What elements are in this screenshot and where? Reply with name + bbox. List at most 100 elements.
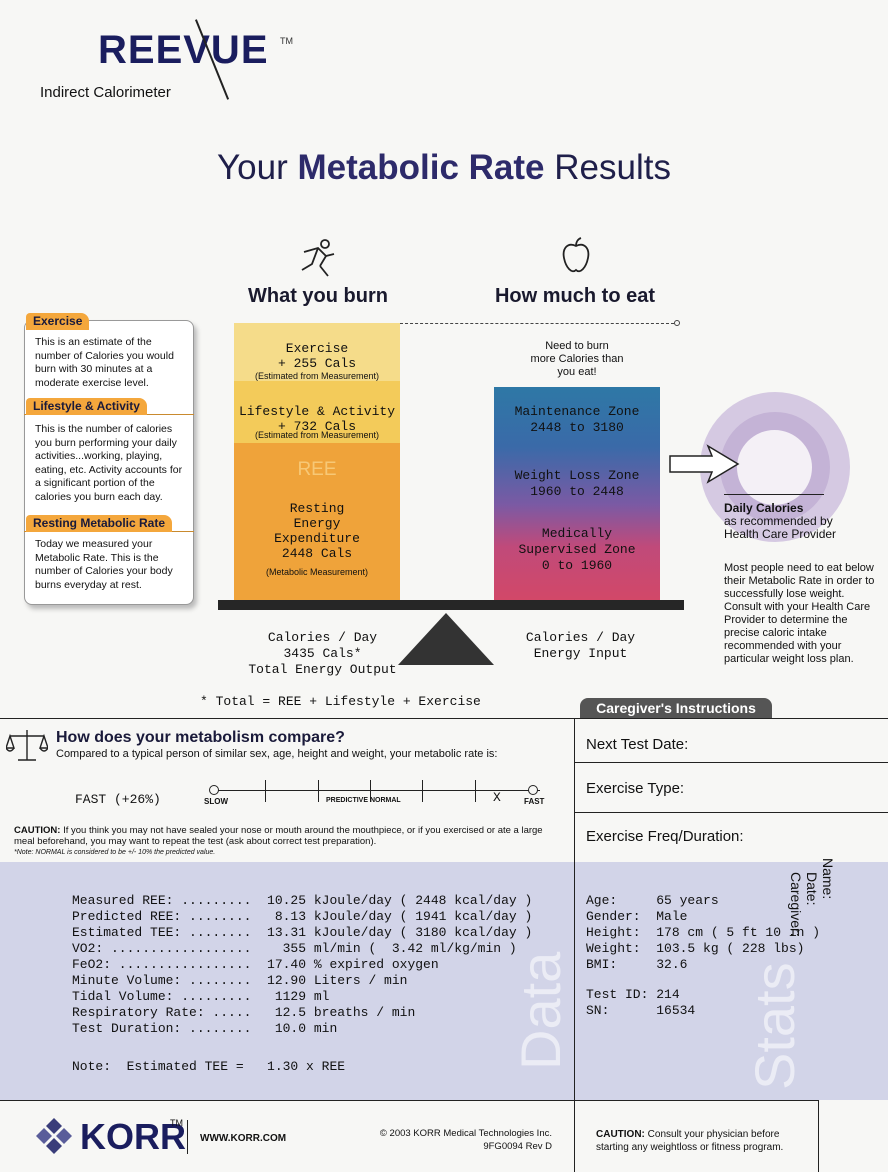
daily-calories-advice: Most people need to eat below their Meta…: [724, 562, 875, 665]
next-test-date-field[interactable]: Next Test Date:: [586, 736, 689, 753]
ree-line-4: 2448 Cals: [281, 546, 353, 561]
exercise-bar: Exercise + 255 Cals (Estimated from Meas…: [234, 323, 400, 381]
eat-note-line-2: more Calories than: [530, 353, 624, 365]
compare-caution-text: If you think you may not have sealed you…: [14, 825, 543, 847]
eat-note-line-1: Need to burn: [545, 340, 609, 352]
compare-title: How does your metabolism compare?: [56, 729, 345, 746]
daily-calories-target-inner: [737, 430, 812, 505]
footer-divider: [187, 1120, 188, 1154]
exercise-bar-value: + 255 Cals: [277, 356, 356, 371]
lifestyle-bar-title: Lifestyle & Activity: [238, 404, 396, 419]
stats-row: Height: 178 cm ( 5 ft 10 in ): [586, 925, 821, 940]
scale-tick: [475, 780, 476, 802]
daily-calories-rule: [724, 494, 824, 495]
lifestyle-bar-note: (Estimated from Measurement): [254, 430, 380, 440]
revision-text: 9FG0094 Rev D: [483, 1141, 552, 1152]
data-row: VO2: .................. 355 ml/min ( 3.4…: [72, 941, 517, 956]
balance-scale-icon: [6, 730, 48, 761]
what-you-burn-heading: What you burn: [248, 285, 388, 307]
apple-icon: [562, 237, 590, 273]
energy-input-label: Calories / Day Energy Input: [498, 630, 663, 662]
copyright-text: © 2003 KORR Medical Technologies Inc.: [379, 1128, 552, 1139]
exercise-bar-note: (Estimated from Measurement): [254, 371, 380, 381]
scale-tick: [370, 780, 371, 802]
compare-note: *Note: NORMAL is considered to be +/- 10…: [14, 849, 216, 856]
lifestyle-bar: Lifestyle & Activity + 732 Cals (Estimat…: [234, 381, 400, 443]
eat-zones-bar: Maintenance Zone 2448 to 3180 Weight Los…: [494, 387, 660, 600]
daily-calories-sub-1: as recommended by: [724, 514, 833, 528]
energy-output-line-2: 3435 Cals*: [283, 646, 362, 661]
korr-brand: KORR: [80, 1116, 186, 1157]
reevue-logo: REEVUE: [98, 28, 269, 72]
compare-caution-label: CAUTION:: [14, 825, 61, 836]
data-row: FeO2: ................. 17.40 % expired …: [72, 957, 439, 972]
scale-fast-label: FAST: [524, 797, 545, 806]
stats-panel: [575, 862, 888, 1100]
test-id: Test ID: 214: [586, 987, 680, 1002]
data-panel: [0, 862, 574, 1100]
lifestyle-bar-value: + 732 Cals: [277, 419, 356, 434]
section-top-rule: [0, 718, 888, 719]
maintenance-zone-title: Maintenance Zone: [514, 404, 640, 419]
connector-end: [674, 320, 680, 326]
metabolism-scale-line: [210, 790, 540, 791]
tee-note: Note: Estimated TEE = 1.30 x REE: [72, 1059, 346, 1074]
stats-list: Age: 65 years Gender: Male Height: 178 c…: [586, 893, 820, 1019]
dashed-connector: [400, 323, 674, 324]
energy-input-line-2: Energy Input: [533, 646, 628, 661]
side-labels: Name: Date: Caregiver:: [788, 858, 836, 937]
legend-tag-exercise: Exercise: [26, 313, 90, 330]
legend-text-lifestyle: This is the number of calories you burn …: [35, 423, 183, 503]
measurement-list: Measured REE: ......... 10.25 kJoule/day…: [72, 893, 532, 1037]
serial-number: SN: 16534: [586, 1003, 696, 1018]
total-footnote: * Total = REE + Lifestyle + Exercise: [200, 694, 481, 709]
caregiver-rule: [575, 762, 888, 763]
eat-note: Need to burn more Calories than you eat!: [494, 340, 660, 379]
scale-beam: [218, 600, 684, 610]
data-row: Minute Volume: ........ 12.90 Liters / m…: [72, 973, 408, 988]
legend-text-rmr: Today we measured your Metabolic Rate. T…: [35, 538, 173, 591]
ree-line-2: Energy: [293, 516, 341, 531]
stats-row: Gender: Male: [586, 909, 688, 924]
page-title: Your Metabolic Rate Results: [0, 148, 888, 188]
exercise-freq-field[interactable]: Exercise Freq/Duration:: [586, 828, 744, 845]
data-row: Measured REE: ......... 10.25 kJoule/day…: [72, 893, 533, 908]
stats-row: Age: 65 years: [586, 893, 719, 908]
legend-tag-rmr: Resting Metabolic Rate: [26, 515, 173, 532]
ree-line-3: Expenditure: [274, 531, 360, 546]
scale-result-marker: X: [493, 790, 501, 805]
scale-tick: [318, 780, 319, 802]
scale-tick: [265, 780, 266, 802]
side-date-label: Date:: [804, 872, 820, 906]
compare-subtitle: Compared to a typical person of similar …: [56, 748, 498, 760]
side-caregiver-label: Caregiver:: [788, 872, 804, 937]
korr-trademark: TM: [170, 1118, 183, 1128]
korr-url-link[interactable]: WWW.KORR.COM: [200, 1133, 287, 1144]
arrow-right-icon: [669, 444, 740, 484]
daily-calories-title: Daily Calories: [724, 501, 804, 515]
energy-output-line-1: Calories / Day: [267, 630, 378, 645]
footer-rule: [0, 1100, 818, 1101]
scale-slow-end: [209, 785, 219, 795]
data-row: Predicted REE: ........ 8.13 kJoule/day …: [72, 909, 533, 924]
daily-calories-label: Daily Calories as recommended by Health …: [724, 502, 836, 541]
data-row: Tidal Volume: ......... 1129 ml: [72, 989, 330, 1004]
caregiver-rule: [575, 812, 888, 813]
exercise-type-field[interactable]: Exercise Type:: [586, 780, 685, 797]
running-person-icon: [301, 239, 335, 277]
scale-fast-end: [528, 785, 538, 795]
energy-output-label: Calories / Day 3435 Cals* Total Energy O…: [240, 630, 405, 678]
logo-trademark: TM: [280, 36, 293, 46]
data-row: Respiratory Rate: ..... 12.5 breaths / m…: [72, 1005, 416, 1020]
caregiver-tab: Caregiver's Instructions: [580, 698, 772, 719]
side-name-label: Name:: [820, 858, 836, 900]
title-post: Results: [554, 148, 671, 187]
title-pre: Your: [217, 148, 288, 187]
data-row: Test Duration: ........ 10.0 min: [72, 1021, 338, 1036]
legend-tag-lifestyle: Lifestyle & Activity: [26, 398, 147, 415]
logo-subtitle: Indirect Calorimeter: [40, 84, 171, 101]
footer-copyright: © 2003 KORR Medical Technologies Inc. 9F…: [330, 1127, 552, 1153]
ree-bar: REE Resting Energy Expenditure 2448 Cals…: [234, 443, 400, 600]
scale-tick: [422, 780, 423, 802]
footer-caution-label: CAUTION:: [596, 1129, 645, 1140]
